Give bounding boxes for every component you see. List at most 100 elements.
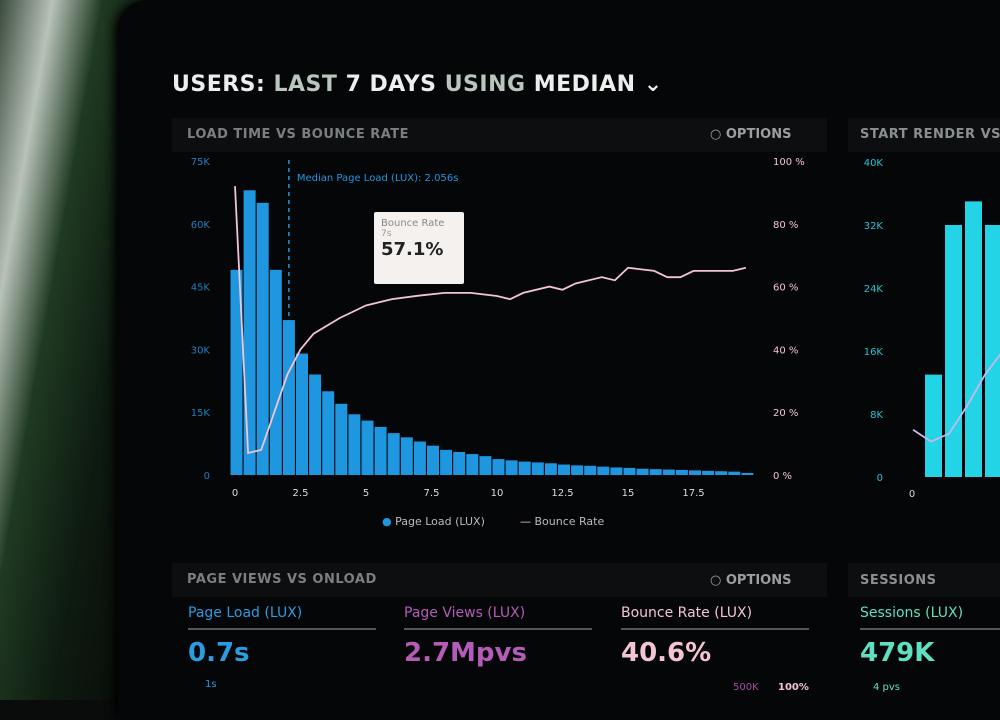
line-icon: — xyxy=(520,515,531,528)
tooltip-sub: 7s xyxy=(381,229,392,239)
y-right-tick: 100 % xyxy=(773,157,805,168)
histogram-bar xyxy=(413,441,426,475)
y-left-tick: 30K xyxy=(191,345,211,356)
title-prefix: USERS: xyxy=(172,72,266,97)
legend-page-load[interactable]: ● Page Load (LUX) xyxy=(382,515,485,528)
histogram-bar xyxy=(400,437,413,475)
y-left-tick: 15K xyxy=(191,408,211,419)
panel-header-bar xyxy=(172,563,827,597)
histogram-bar xyxy=(636,468,649,475)
x-tick: 10 xyxy=(491,488,504,499)
y-left-tick: 45K xyxy=(191,283,211,294)
y-tick: 24K xyxy=(864,284,884,295)
histogram-bar xyxy=(544,463,557,475)
kpi-extra: 500K xyxy=(733,682,759,693)
histogram-bar xyxy=(374,426,387,475)
options-button[interactable]: ○ OPTIONS xyxy=(710,573,791,588)
y-tick: 16K xyxy=(864,347,884,358)
legend-label: Bounce Rate xyxy=(534,515,605,528)
tooltip-label: Bounce Rate xyxy=(381,218,445,229)
bounce-rate-line xyxy=(234,186,747,455)
histogram-bar xyxy=(387,433,400,475)
kpi-label: Page Load (LUX) xyxy=(188,605,303,621)
dot-icon: ● xyxy=(382,515,392,528)
histogram-bar xyxy=(322,391,335,475)
y-right-tick: 60 % xyxy=(773,283,798,294)
panel-title: PAGE VIEWS VS ONLOAD xyxy=(187,572,377,587)
x-tick: 0 xyxy=(909,489,915,500)
histogram-bar xyxy=(230,269,243,475)
y-tick: 8K xyxy=(870,410,883,421)
histogram-bar xyxy=(479,456,492,475)
panel-title: SESSIONS xyxy=(860,573,937,588)
x-tick: 7.5 xyxy=(424,488,440,499)
x-tick: 12.5 xyxy=(551,488,573,499)
chevron-down-icon[interactable]: ⌄ xyxy=(643,72,663,97)
x-tick: 2.5 xyxy=(293,488,309,499)
kpi-bounce-rate: Bounce Rate (LUX) 40.6% xyxy=(621,605,809,668)
kpi-label: Sessions (LUX) xyxy=(860,605,964,621)
histogram-bar xyxy=(662,469,675,475)
y-tick: 40K xyxy=(864,158,884,169)
histogram-bar xyxy=(689,470,701,475)
y-right-tick: 40 % xyxy=(773,345,798,356)
histogram-bar xyxy=(518,461,531,475)
histogram-bar xyxy=(558,464,570,475)
histogram-bar xyxy=(505,460,518,475)
histogram-bar xyxy=(571,465,584,475)
histogram-bar xyxy=(649,469,662,475)
histogram-bar xyxy=(584,465,597,475)
histogram-bar xyxy=(348,414,361,475)
histogram-bar xyxy=(531,462,544,475)
histogram-bar xyxy=(715,471,728,475)
render-bar xyxy=(945,225,962,477)
kpi-sessions: Sessions (LUX) 479K xyxy=(860,605,1000,668)
kpi-value: 0.7s xyxy=(188,638,250,668)
tooltip: Bounce Rate 7s 57.1% xyxy=(374,212,464,284)
render-line xyxy=(912,353,1000,443)
y-right-tick: 20 % xyxy=(773,408,798,419)
histogram-bar xyxy=(728,471,741,475)
render-bar xyxy=(925,374,942,477)
kpi-page-views: Page Views (LUX) 2.7Mpvs xyxy=(404,605,592,668)
y-tick: 32K xyxy=(864,221,884,232)
options-label: OPTIONS xyxy=(725,573,792,588)
panel-title: START RENDER VS xyxy=(860,127,1000,142)
kpi-sub: 1s xyxy=(205,679,217,690)
kpi-value: 2.7Mpvs xyxy=(404,638,527,668)
histogram-bar xyxy=(440,449,453,475)
histogram-bar xyxy=(702,470,715,475)
kpi-extra: 100% xyxy=(778,682,809,693)
y-left-tick: 75K xyxy=(191,157,211,168)
histogram-bar xyxy=(282,320,295,475)
histogram-bar xyxy=(269,269,282,475)
histogram-bar xyxy=(610,467,623,475)
title-using: USING xyxy=(444,72,526,97)
legend-bounce-rate[interactable]: — Bounce Rate xyxy=(520,515,604,528)
dashboard-title[interactable]: USERS: LAST 7 DAYS USING MEDIAN ⌄ xyxy=(172,72,663,97)
title-stat: MEDIAN xyxy=(533,72,636,97)
y-right-tick: 0 % xyxy=(773,471,792,482)
chart-svg: 0 15K 30K 45K 60K 75K 0 % 20 % 40 % 60 % 80 % 100 %… xyxy=(191,157,1000,500)
x-tick: 5 xyxy=(363,488,369,499)
histogram-bar xyxy=(256,202,269,475)
x-tick: 15 xyxy=(622,488,635,499)
kpi-value: 40.6% xyxy=(621,638,712,668)
histogram-bar xyxy=(597,466,610,475)
histogram-bar xyxy=(243,190,256,475)
gear-icon: ○ xyxy=(710,127,722,142)
y-left-tick: 60K xyxy=(191,220,211,231)
render-bar xyxy=(965,201,982,477)
tooltip-value: 57.1% xyxy=(381,239,444,260)
histogram-bar xyxy=(623,467,636,475)
panel-title: LOAD TIME VS BOUNCE RATE xyxy=(187,127,410,142)
kpi-label: Page Views (LUX) xyxy=(404,605,526,621)
render-bar xyxy=(985,225,1000,477)
kpi-sub: 4 pvs xyxy=(873,682,901,693)
panel-header-bar xyxy=(848,563,1000,597)
options-button[interactable]: ○ OPTIONS xyxy=(710,127,791,142)
histogram-bar xyxy=(361,420,374,475)
title-last: LAST xyxy=(273,72,338,97)
panel-header-bar xyxy=(848,118,1000,152)
legend-label: Page Load (LUX) xyxy=(395,515,485,528)
